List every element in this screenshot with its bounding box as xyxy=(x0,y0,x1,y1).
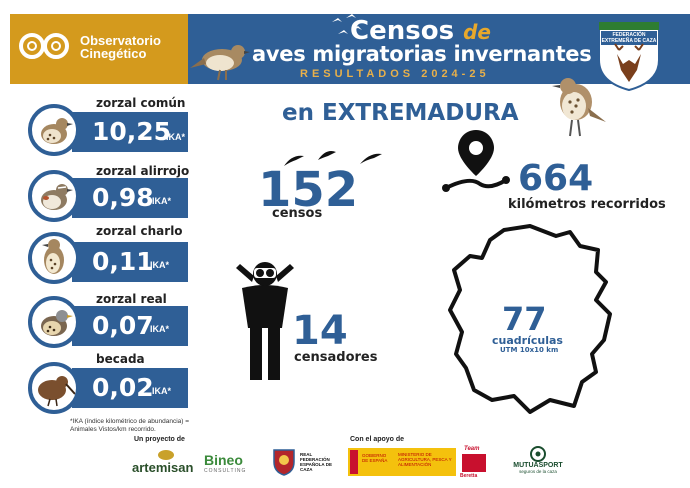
spain-flag-icon xyxy=(350,450,358,474)
title-word: Censos xyxy=(350,16,455,46)
species-value-1: 10,25 xyxy=(92,117,172,146)
extremadura-map xyxy=(448,224,612,414)
fieldfare-icon xyxy=(41,310,73,336)
species-name-becada: becada xyxy=(96,352,145,366)
mutuasport-logo: MUTUASPORT seguros de la caza xyxy=(508,446,568,480)
thrush-header-icon xyxy=(190,45,250,81)
org-name: Observatorio Cinegético xyxy=(80,34,190,60)
bineo-logo: Bineo CONSULTING xyxy=(204,452,266,478)
censos-label: censos xyxy=(272,206,323,221)
species-bar-5 xyxy=(72,368,188,408)
species-unit-1: IKA* xyxy=(166,132,186,142)
rfec-logo: REAL FEDERACIÓN ESPAÑOLA DE CAZA xyxy=(272,446,342,478)
org-name-line2: Cinegético xyxy=(80,46,147,61)
cuadriculas-label: cuadrículas xyxy=(492,334,563,347)
mutuasport-sub: seguros de la caza xyxy=(519,469,557,474)
ika-footnote: *IKA (índice kilométrico de abundancia) … xyxy=(70,418,190,433)
redwing-icon xyxy=(41,184,73,210)
beretta-mark-icon xyxy=(462,454,486,472)
org-logo-panel xyxy=(10,14,188,84)
beretta-logo: Team Beretta xyxy=(460,446,490,480)
rings-logo-icon xyxy=(19,33,69,59)
cuadriculas-value: 77 xyxy=(502,300,547,338)
species-photo-1 xyxy=(28,104,80,156)
beretta-text: Beretta xyxy=(460,473,478,479)
species-value-5: 0,02 xyxy=(92,373,154,402)
support-label: Con el apoyo de xyxy=(350,436,405,443)
species-value-2: 0,98 xyxy=(92,183,154,212)
title-line3: RESULTADOS 2024-25 xyxy=(300,68,490,80)
mistle-thrush-icon xyxy=(42,239,64,274)
route-pin-icon xyxy=(442,130,510,192)
thrush-standing-icon xyxy=(552,78,606,137)
title-line2: aves migratorias invernantes xyxy=(252,42,592,66)
species-unit-3: IKA* xyxy=(150,260,170,270)
rfec-text: REAL FEDERACIÓN ESPAÑOLA DE CAZA xyxy=(300,452,333,472)
species-photo-2 xyxy=(28,170,80,222)
species-value-4: 0,07 xyxy=(92,311,154,340)
mutuasport-icon xyxy=(530,446,546,462)
artemisan-leaf-icon xyxy=(158,450,174,460)
title-de: de xyxy=(463,20,491,44)
species-unit-5: IKA* xyxy=(152,386,172,396)
ministerio-logo: GOBIERNO DE ESPAÑA MINISTERIO DE AGRICUL… xyxy=(348,448,456,476)
bineo-text: Bineo xyxy=(204,452,243,468)
rfec-shield-icon xyxy=(273,449,295,476)
species-name-zorzal-comun: zorzal común xyxy=(96,96,186,110)
region-title: en EXTREMADURA xyxy=(282,100,519,126)
species-photo-3 xyxy=(28,232,80,284)
cuadriculas-sub: UTM 10x10 km xyxy=(500,346,559,354)
species-value-3: 0,11 xyxy=(92,247,154,276)
bineo-sub: CONSULTING xyxy=(204,468,247,474)
federation-text: FEDERACIÓN EXTREMEÑA DE CAZA xyxy=(601,32,657,44)
federation-badge xyxy=(598,21,660,92)
species-name-zorzal-charlo: zorzal charlo xyxy=(96,224,183,238)
species-bar-1 xyxy=(72,112,188,152)
org-name-line1: Observatorio xyxy=(80,33,161,48)
species-bar-3 xyxy=(72,242,188,282)
species-name-zorzal-real: zorzal real xyxy=(96,292,167,306)
species-bar-4 xyxy=(72,306,188,346)
species-unit-4: IKA* xyxy=(150,324,170,334)
artemisan-logo: artemisan xyxy=(132,448,202,478)
km-value: 664 xyxy=(518,158,594,199)
mutuasport-text: MUTUASPORT xyxy=(513,462,563,469)
flying-birds-icon xyxy=(284,151,382,166)
gobierno-text: GOBIERNO DE ESPAÑA xyxy=(362,453,388,463)
song-thrush-icon xyxy=(41,118,73,144)
censadores-value: 14 xyxy=(292,308,348,354)
woodcock-icon xyxy=(38,376,76,407)
project-label: Un proyecto de xyxy=(134,436,185,443)
title-line1: Censos de xyxy=(350,16,491,46)
species-unit-2: IKA* xyxy=(152,196,172,206)
observer-binoculars-icon xyxy=(236,262,294,380)
flying-birds-icon xyxy=(332,14,362,34)
artemisan-text: artemisan xyxy=(132,460,194,475)
team-text: Team xyxy=(464,446,480,452)
species-photo-4 xyxy=(28,296,80,348)
species-name-zorzal-alirrojo: zorzal alirrojo xyxy=(96,164,190,178)
km-label: kilómetros recorridos xyxy=(508,197,666,212)
species-bar-2 xyxy=(72,178,188,218)
species-photo-5 xyxy=(28,362,80,414)
censos-value: 152 xyxy=(258,162,359,218)
ministerio-text: MINISTERIO DE AGRICULTURA, PESCA Y ALIME… xyxy=(398,452,452,467)
censadores-label: censadores xyxy=(294,350,378,365)
